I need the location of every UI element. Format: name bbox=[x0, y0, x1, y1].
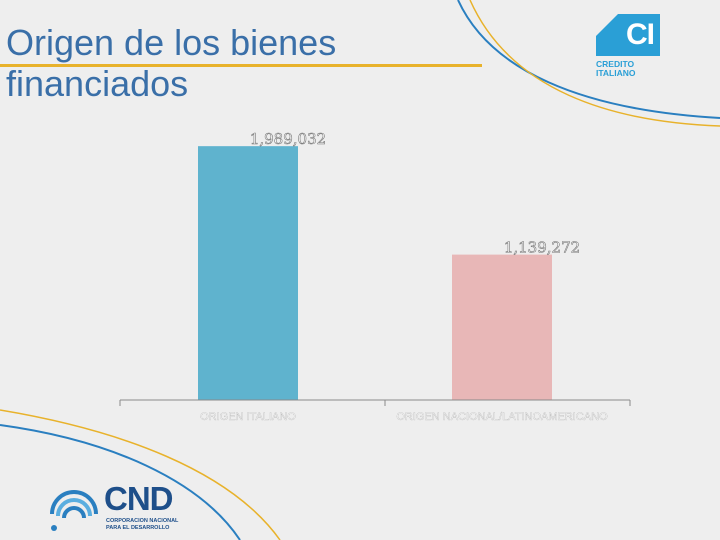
ci-logo-name: CREDITO ITALIANO bbox=[596, 59, 636, 78]
ci-logo-mark: CI bbox=[626, 18, 655, 51]
swirl-top-blue bbox=[457, 0, 720, 119]
data-label-1: 1,139,272 bbox=[504, 239, 580, 257]
category-label-1: ORIGEN NACIONAL/LATINOAMERICANO bbox=[396, 411, 608, 423]
title-underline bbox=[0, 64, 482, 67]
swirl-top-gold bbox=[469, 0, 720, 127]
bar-0 bbox=[198, 146, 298, 400]
swirl-bottom-blue bbox=[0, 424, 241, 540]
data-label-0: 1,989,032 bbox=[250, 130, 326, 148]
swirl-bottom-gold bbox=[0, 409, 281, 540]
credito-italiano-logo: CI CREDITO ITALIANO bbox=[596, 14, 662, 78]
page-title: Origen de los bienes financiados bbox=[6, 22, 337, 104]
ci-logo-notch bbox=[596, 14, 618, 36]
cnd-logo-mark: CND bbox=[104, 480, 173, 517]
category-label-0: ORIGEN ITALIANO bbox=[200, 411, 296, 423]
cnd-logo-icon bbox=[50, 490, 98, 531]
cnd-logo-name: CORPORACION NACIONAL PARA EL DESARROLLO bbox=[106, 518, 179, 531]
ci-logo-box: CI bbox=[596, 14, 660, 56]
bar-1 bbox=[452, 254, 552, 400]
